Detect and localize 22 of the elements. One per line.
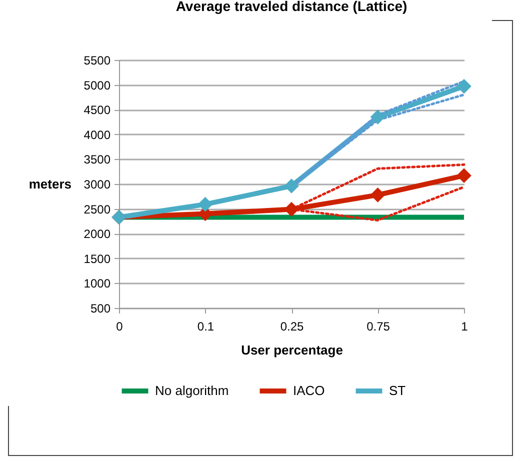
y-tick-label: 2500 — [84, 202, 111, 216]
y-tick-label: 5500 — [84, 54, 111, 68]
chart-title: Average traveled distance (Lattice) — [176, 0, 408, 14]
x-tick-label: 1 — [461, 320, 468, 334]
y-tick-label: 1500 — [84, 252, 111, 266]
y-tick-label: 1000 — [84, 276, 111, 291]
y-axis-title: meters — [28, 176, 72, 192]
x-tick-label: 0 — [116, 320, 124, 334]
x-tick-label: 0.75 — [366, 320, 390, 334]
y-tick-label: 3500 — [84, 152, 111, 167]
y-tick-label: 5000 — [84, 78, 111, 92]
y-tick-label: 3000 — [84, 178, 111, 192]
legend-label: IACO — [293, 383, 325, 398]
x-axis-title: User percentage — [241, 342, 343, 358]
legend-label: No algorithm — [155, 383, 229, 398]
y-tick-label: 4000 — [84, 128, 111, 142]
x-tick-label: 0.1 — [197, 320, 214, 334]
legend-label: ST — [389, 383, 406, 398]
y-tick-label: 2000 — [84, 227, 111, 242]
y-tick-label: 4500 — [84, 103, 111, 118]
y-tick-label: 500 — [90, 302, 111, 316]
x-tick-label: 0.25 — [280, 320, 304, 334]
